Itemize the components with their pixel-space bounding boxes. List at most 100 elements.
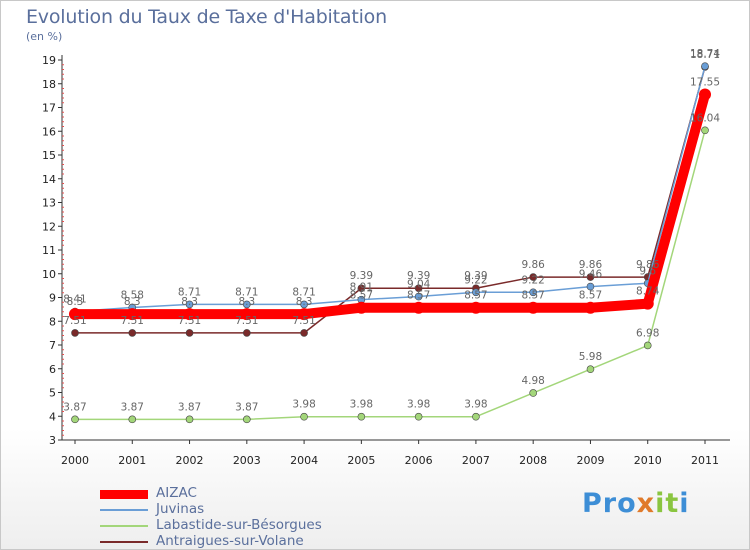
data-label: 8.71: [292, 286, 315, 298]
legend-label: Juvinas: [156, 501, 205, 517]
data-label: 8.57: [407, 290, 430, 302]
data-point: [357, 412, 366, 421]
data-label: 9.22: [521, 274, 544, 286]
y-tick-label: 11: [42, 244, 56, 257]
data-point: [126, 308, 139, 321]
data-label: 3.87: [235, 401, 258, 413]
y-tick-label: 14: [42, 173, 56, 186]
data-point: [240, 308, 253, 321]
data-label: 9.86: [521, 259, 545, 271]
legend-swatch: [100, 509, 148, 511]
data-label: 7.51: [235, 315, 258, 327]
y-tick-label: 8: [49, 315, 56, 328]
x-tick-label: 2001: [118, 454, 146, 467]
data-point: [529, 273, 537, 281]
legend-swatch: [100, 525, 148, 527]
data-point: [300, 300, 308, 309]
data-label: 5.98: [579, 351, 602, 363]
x-tick-label: 2006: [405, 454, 433, 467]
legend-swatch: [100, 490, 148, 499]
data-label: 3.87: [63, 401, 86, 413]
chart-subtitle: (en %): [26, 30, 63, 43]
legend-swatch: [100, 541, 148, 543]
x-tick-label: 2004: [290, 454, 318, 467]
data-label: 8.41: [63, 294, 86, 306]
data-label: 3.98: [464, 399, 487, 411]
data-label: 8.74: [636, 286, 660, 298]
series-line: [75, 130, 706, 421]
data-label: 8.57: [350, 290, 373, 302]
x-tick-label: 2005: [347, 454, 375, 467]
legend-label: Labastide-sur-Bésorgues: [156, 517, 322, 533]
y-tick-label: 18: [42, 78, 56, 91]
data-label: 8.3: [67, 296, 84, 308]
data-label: 8.57: [464, 290, 487, 302]
data-point: [472, 412, 480, 421]
series-line: [74, 65, 706, 313]
data-point: [529, 389, 537, 397]
data-label: 9.39: [350, 270, 373, 282]
data-label: 18.74: [690, 48, 720, 60]
data-label: 8.3: [181, 296, 198, 308]
data-label: 9.6: [639, 265, 656, 277]
x-tick-label: 2000: [61, 454, 89, 467]
y-tick-label: 3: [49, 434, 56, 447]
data-label: 7.51: [121, 315, 144, 327]
data-point: [527, 301, 540, 314]
data-point: [584, 301, 597, 314]
data-point: [71, 329, 79, 337]
data-point: [243, 300, 251, 309]
data-label: 8.91: [350, 282, 373, 294]
data-point: [701, 62, 709, 70]
data-label: 8.3: [124, 296, 141, 308]
data-label: 9.46: [579, 269, 603, 281]
data-point: [71, 415, 79, 424]
y-tick-label: 17: [42, 102, 56, 115]
series-line: [75, 93, 710, 320]
data-label: 8.57: [579, 290, 602, 302]
data-label: 3.98: [407, 399, 430, 411]
x-tick-label: 2008: [519, 454, 547, 467]
y-tick-label: 6: [49, 363, 56, 376]
data-label: 9.22: [464, 274, 487, 286]
legend-label: AIZAC: [156, 485, 197, 501]
data-point: [586, 365, 595, 374]
data-label: 9.04: [407, 279, 431, 291]
data-point: [128, 415, 137, 424]
y-tick-label: 10: [42, 268, 56, 281]
data-point: [701, 126, 709, 135]
data-point: [414, 412, 423, 421]
data-label: 6.98: [636, 327, 659, 339]
data-point: [185, 415, 194, 424]
data-label: 8.58: [121, 289, 144, 301]
data-point: [185, 329, 194, 337]
y-tick-label: 15: [42, 149, 56, 162]
data-point: [300, 329, 308, 337]
data-point: [300, 412, 308, 421]
data-point: [243, 415, 251, 424]
legend-label: Antraigues-sur-Volane: [156, 533, 304, 549]
data-label: 7.51: [178, 315, 201, 327]
data-point: [412, 301, 425, 314]
data-point: [641, 297, 654, 310]
data-point: [357, 284, 366, 293]
data-point: [298, 308, 311, 321]
data-point: [469, 301, 482, 314]
y-tick-label: 13: [42, 197, 56, 210]
data-label: 7.51: [292, 315, 315, 327]
data-label: 8.3: [238, 296, 255, 308]
series-line: [75, 66, 706, 334]
data-label: 16.04: [690, 112, 720, 124]
data-label: 18.71: [690, 49, 720, 61]
data-point: [699, 88, 711, 101]
y-tick-label: 9: [49, 292, 56, 305]
data-point: [643, 341, 652, 350]
data-point: [183, 308, 196, 321]
data-point: [185, 300, 194, 309]
y-tick-label: 7: [49, 339, 56, 352]
data-label: 8.57: [521, 290, 544, 302]
data-label: 17.55: [690, 76, 720, 88]
data-label: 9.86: [579, 259, 603, 271]
data-label: 3.87: [178, 401, 201, 413]
